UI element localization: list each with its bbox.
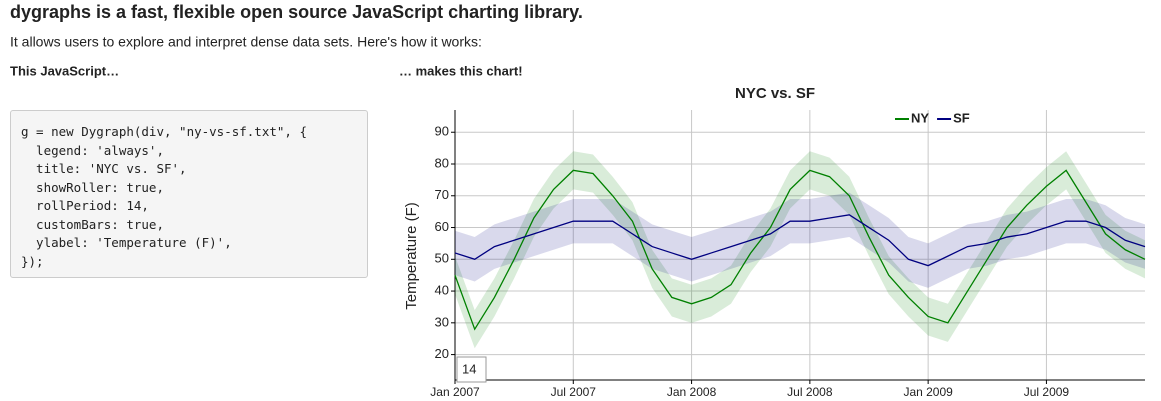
series-line [454, 214, 1146, 267]
y-tick-label: 40 [435, 282, 449, 297]
y-axis-label: Temperature (F) [403, 202, 420, 310]
roller-box[interactable] [456, 356, 487, 383]
y-tick-label: 70 [435, 187, 449, 202]
legend-entry: NY [911, 110, 929, 125]
code-line: customBars: true, [21, 216, 164, 232]
y-tick-label: 20 [435, 346, 449, 361]
code-line: }); [21, 253, 44, 269]
roller-value[interactable]: 14 [462, 361, 476, 376]
y-tick-label: 80 [435, 155, 449, 170]
right-label: … makes this chart! [399, 63, 523, 78]
y-tick-label: 90 [435, 124, 449, 139]
x-tick-label: Jul 2009 [1024, 385, 1070, 399]
x-tick-label: Jan 2009 [903, 385, 953, 399]
x-tick-label: Jul 2007 [551, 385, 597, 399]
code-line: ylabel: 'Temperature (F)', [21, 235, 232, 250]
code-line: legend: 'always', [21, 142, 164, 158]
series-line [454, 169, 1146, 331]
code-line: title: 'NYC vs. SF', [21, 161, 187, 176]
code-line: g = new Dygraph(div, "ny-vs-sf.txt", { [21, 124, 307, 139]
heading: dygraphs is a fast, flexible open source… [10, 2, 583, 22]
code-line: rollPeriod: 14, [21, 198, 149, 213]
y-tick-label: 30 [435, 314, 449, 329]
error-band [455, 151, 1145, 349]
code-line: showRoller: true, [21, 179, 164, 195]
x-tick-label: Jan 2008 [667, 385, 717, 399]
chart-title: NYC vs. SF [735, 85, 815, 102]
intro: It allows users to explore and interpret… [10, 34, 482, 50]
code-block: g = new Dygraph(div, "ny-vs-sf.txt", { l… [10, 110, 368, 278]
left-label: This JavaScript… [10, 63, 119, 78]
x-tick-label: Jul 2008 [787, 385, 833, 399]
error-band [455, 192, 1145, 288]
x-tick-label: Jan 2007 [430, 385, 480, 399]
legend-entry: SF [953, 110, 970, 125]
y-tick-label: 50 [435, 251, 449, 266]
y-tick-label: 60 [435, 219, 449, 234]
